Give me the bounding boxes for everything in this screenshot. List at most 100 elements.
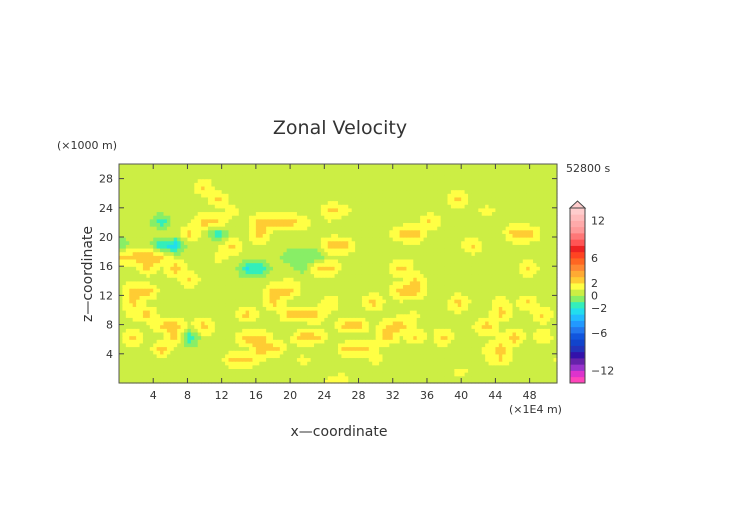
field-cell — [399, 262, 404, 267]
field-cell — [481, 375, 486, 380]
field-cell — [211, 317, 216, 322]
field-cell — [166, 331, 171, 337]
field-cell — [447, 262, 452, 267]
field-cell — [348, 335, 353, 340]
field-cell — [515, 240, 520, 245]
field-cell — [245, 346, 250, 351]
field-cell — [153, 353, 158, 359]
field-cell — [142, 313, 147, 318]
field-cell — [382, 277, 387, 282]
field-cell — [303, 317, 308, 322]
field-cell — [207, 339, 212, 344]
field-cell — [526, 353, 531, 359]
field-cell — [324, 280, 329, 286]
field-cell — [396, 350, 401, 355]
field-cell — [197, 291, 202, 296]
field-cell — [190, 331, 195, 337]
field-cell — [296, 258, 301, 264]
field-cell — [122, 299, 127, 304]
field-cell — [546, 288, 551, 293]
field-cell — [132, 244, 137, 249]
field-cell — [269, 364, 274, 369]
field-cell — [214, 364, 219, 369]
field-cell — [546, 335, 551, 340]
field-cell — [368, 255, 373, 260]
field-cell — [334, 324, 339, 329]
field-cell — [231, 251, 236, 256]
field-cell — [433, 328, 438, 333]
field-cell — [218, 295, 223, 300]
field-cell — [426, 320, 431, 326]
field-cell — [259, 277, 264, 282]
field-cell — [160, 335, 165, 340]
field-cell — [440, 350, 445, 355]
field-cell — [194, 320, 199, 326]
field-cell — [550, 273, 555, 278]
field-cell — [526, 284, 531, 289]
field-cell — [488, 258, 493, 264]
field-cell — [166, 320, 171, 326]
field-cell — [293, 288, 298, 293]
field-cell — [156, 302, 161, 307]
field-cell — [153, 313, 158, 318]
field-cell — [139, 335, 144, 340]
field-cell — [252, 269, 257, 275]
field-cell — [416, 244, 421, 249]
field-cell — [522, 310, 527, 315]
field-cell — [187, 269, 192, 275]
field-cell — [303, 320, 308, 326]
field-cell — [338, 291, 343, 296]
field-cell — [382, 372, 387, 377]
field-cell — [166, 302, 171, 307]
field-cell — [351, 339, 356, 344]
field-cell — [269, 302, 274, 307]
field-cell — [334, 302, 339, 307]
field-cell — [546, 280, 551, 286]
field-cell — [327, 240, 332, 245]
field-cell — [166, 368, 171, 373]
field-cell — [327, 262, 332, 267]
field-cell — [341, 342, 346, 348]
field-cell — [491, 247, 497, 253]
field-cell — [536, 273, 541, 278]
field-cell — [156, 306, 161, 311]
field-cell — [454, 335, 459, 340]
field-cell — [481, 328, 486, 333]
field-cell — [550, 288, 555, 293]
field-cell — [214, 310, 219, 315]
field-cell — [269, 306, 274, 311]
field-cell — [471, 368, 476, 373]
field-cell — [368, 288, 373, 293]
field-cell — [139, 346, 144, 351]
field-cell — [132, 251, 137, 256]
field-cell — [505, 244, 510, 249]
field-cell — [327, 291, 332, 296]
field-cell — [331, 280, 336, 286]
field-cell — [173, 372, 178, 377]
field-cell — [218, 262, 223, 267]
field-cell — [207, 277, 212, 282]
field-cell — [242, 255, 247, 260]
field-cell — [266, 244, 271, 249]
field-cell — [365, 324, 370, 329]
field-cell — [320, 244, 325, 249]
field-cell — [416, 350, 421, 355]
field-cell — [125, 273, 130, 278]
field-cell — [505, 361, 510, 366]
field-cell — [485, 320, 490, 326]
field-cell — [170, 262, 175, 267]
field-cell — [539, 342, 544, 348]
field-cell — [314, 262, 319, 267]
field-cell — [553, 240, 558, 245]
field-cell — [283, 277, 288, 282]
field-cell — [478, 258, 483, 264]
field-cell — [225, 266, 230, 271]
field-cell — [303, 310, 308, 315]
field-cell — [283, 361, 288, 366]
field-cell — [139, 368, 144, 373]
field-cell — [132, 375, 137, 380]
field-cell — [149, 299, 154, 304]
field-cell — [526, 244, 531, 249]
field-cell — [403, 277, 408, 282]
field-cell — [430, 240, 435, 245]
